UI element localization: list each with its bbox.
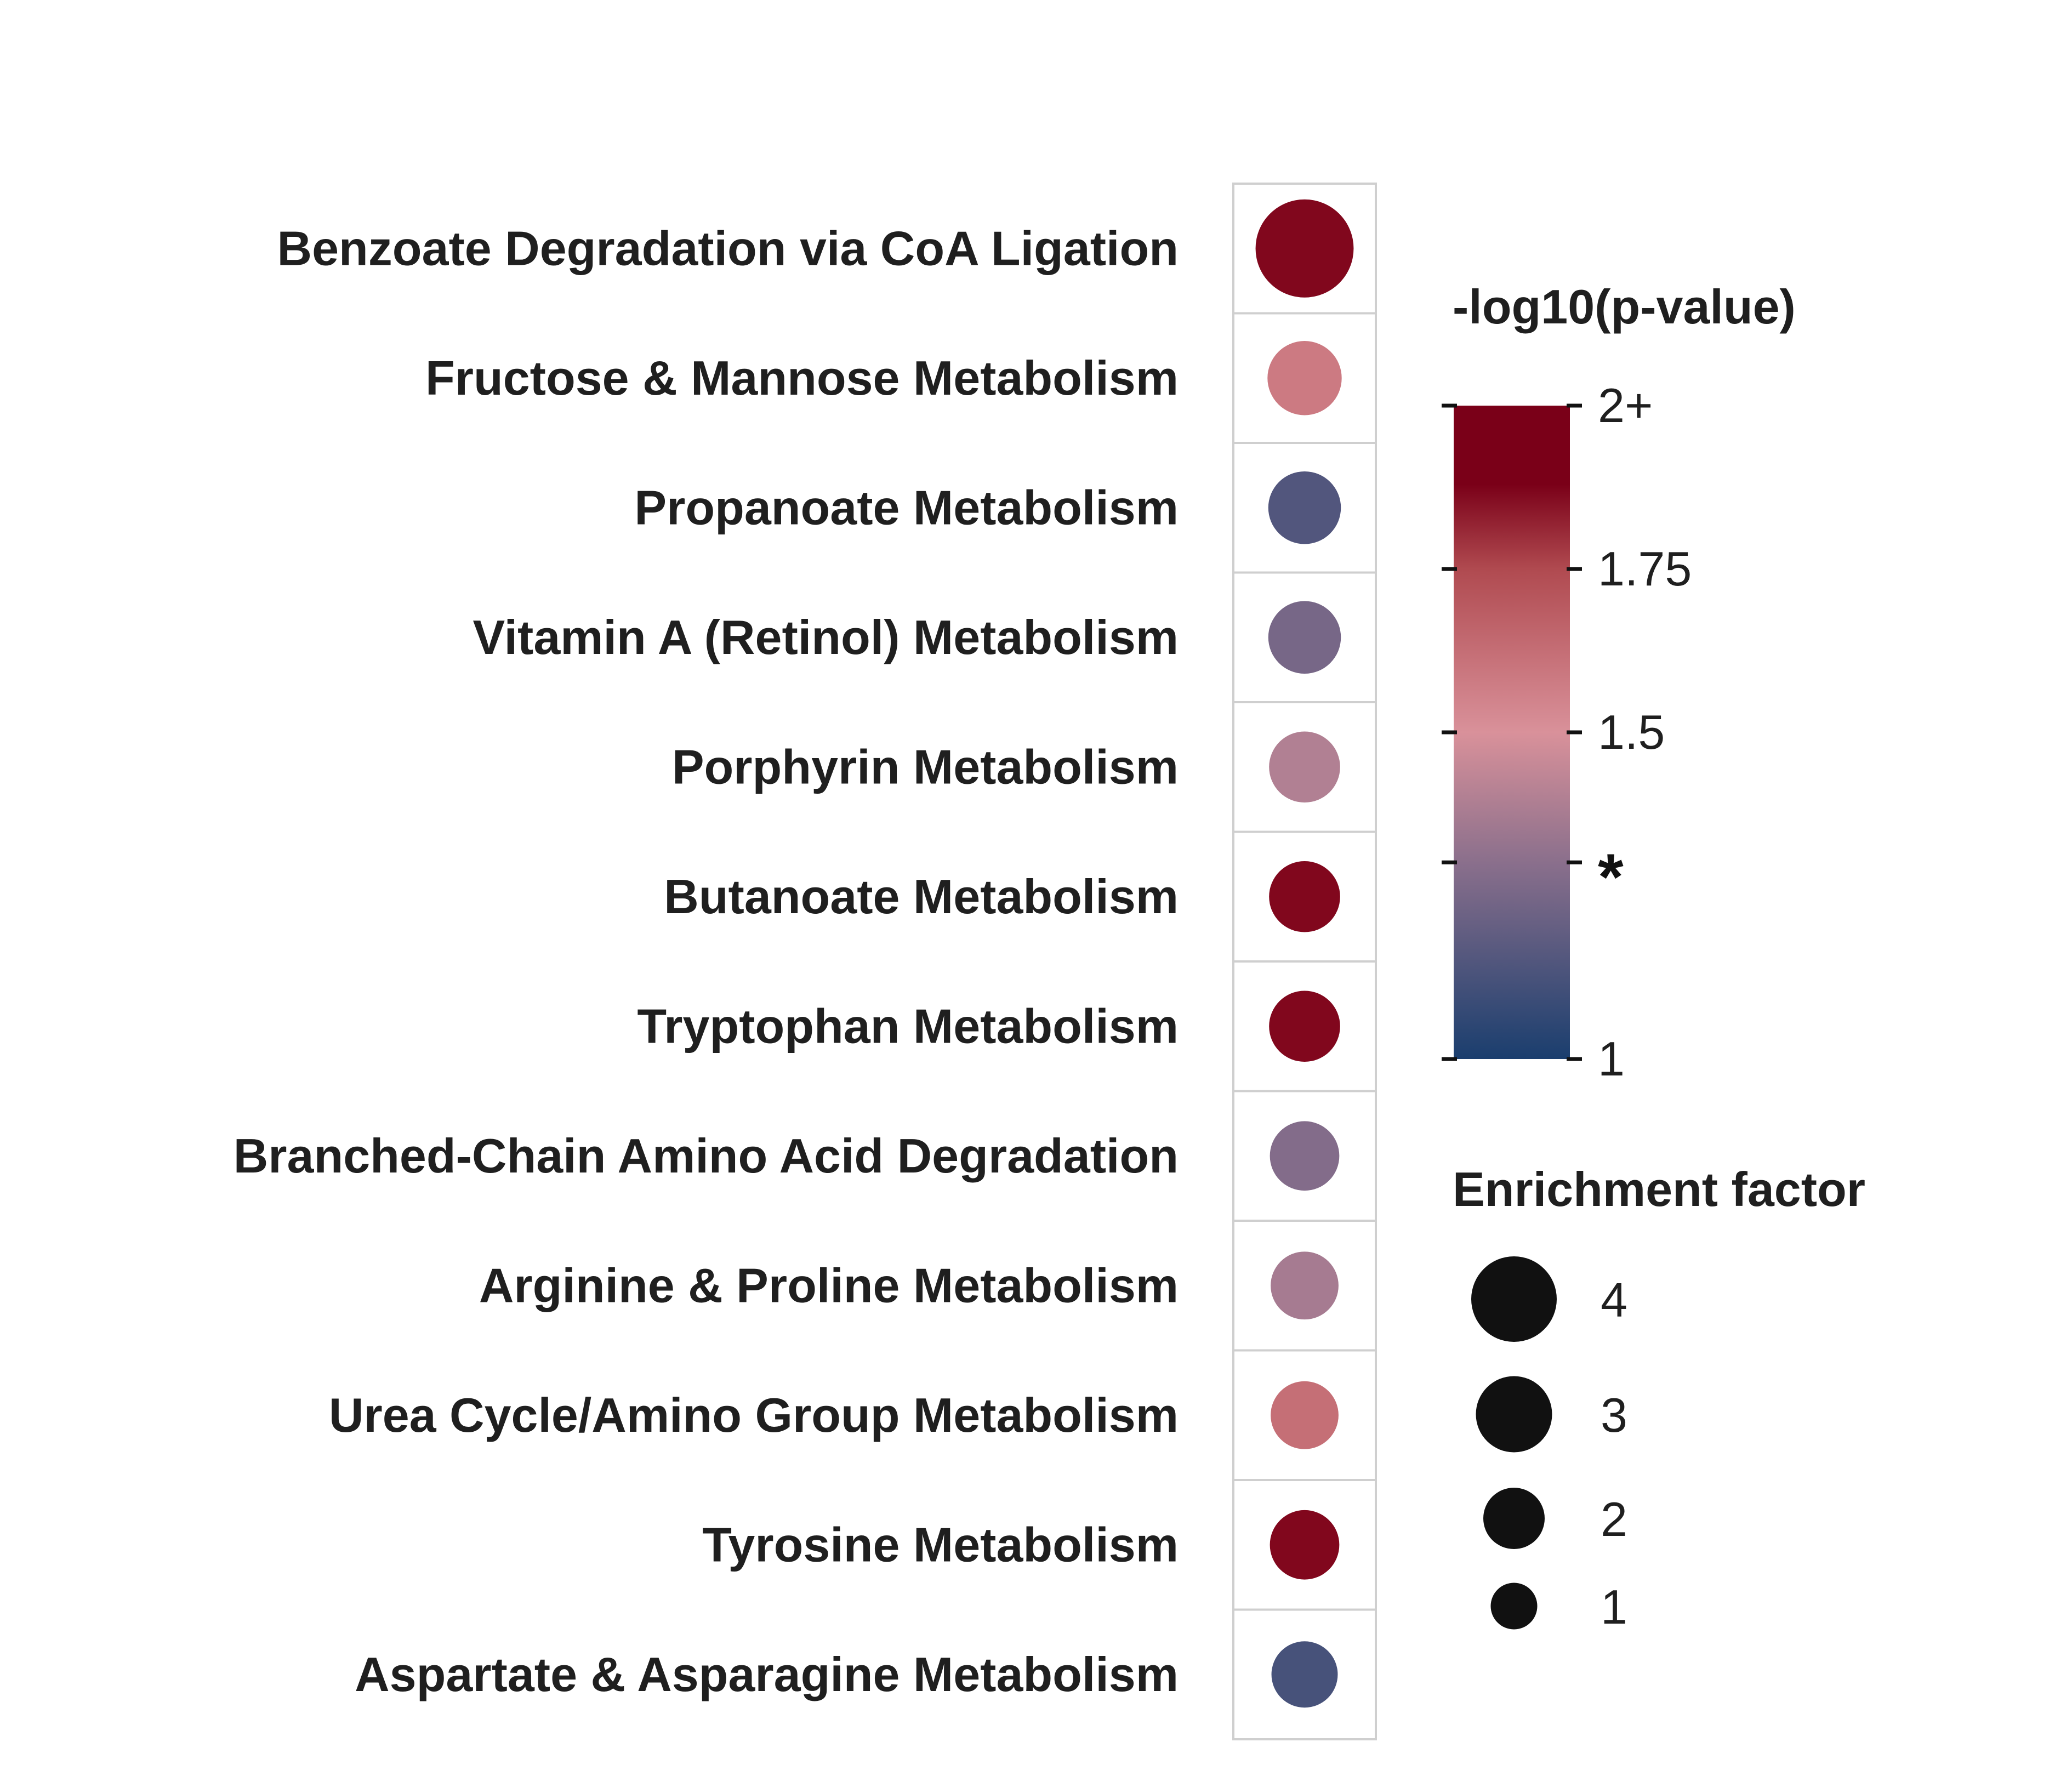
bubble (1270, 1510, 1340, 1580)
bubble (1255, 199, 1354, 298)
bubble (1269, 861, 1340, 932)
size-legend-circle (1490, 1583, 1538, 1630)
bubble (1270, 1121, 1340, 1191)
pathway-label: Tyrosine Metabolism (702, 1517, 1179, 1572)
color-bar-tick-label: 1.5 (1598, 705, 1665, 759)
size-legend-label: 2 (1601, 1492, 1627, 1546)
pathway-label: Porphyrin Metabolism (672, 739, 1179, 794)
size-legend-circle (1476, 1376, 1552, 1453)
color-bar-ticks: 2+ 1.75 1.5 * 1 (1442, 378, 1692, 1086)
bubble (1271, 1251, 1339, 1320)
color-bar-tick-label: * (1598, 840, 1624, 914)
size-legend-title: Enrichment factor (1453, 1162, 1865, 1216)
color-bar-tick-label: 1.75 (1598, 542, 1692, 596)
pathway-label: Aspartate & Asparagine Metabolism (355, 1647, 1179, 1701)
size-legend-circle (1471, 1256, 1557, 1342)
color-bar-tick-label: 2+ (1598, 378, 1653, 432)
size-legend-label: 1 (1601, 1580, 1627, 1634)
bubbles (1255, 199, 1354, 1708)
pathway-label: Fructose & Mannose Metabolism (425, 351, 1179, 405)
bubble (1268, 471, 1341, 544)
pathway-label: Arginine & Proline Metabolism (479, 1258, 1179, 1312)
color-bar (1454, 406, 1570, 1059)
pathway-label: Butanoate Metabolism (664, 869, 1179, 924)
size-legend: Enrichment factor 4 3 2 1 (1453, 1162, 1865, 1634)
pathway-label: Tryptophan Metabolism (637, 999, 1179, 1053)
pathway-label: Propanoate Metabolism (634, 480, 1179, 534)
pathway-label: Urea Cycle/Amino Group Metabolism (329, 1388, 1179, 1442)
pathway-labels: Benzoate Degradation via CoA Ligation Fru… (234, 221, 1179, 1701)
pathway-label: Branched-Chain Amino Acid Degradation (234, 1129, 1179, 1183)
bubble (1268, 601, 1341, 674)
size-legend-circle (1483, 1488, 1545, 1549)
bubble (1267, 341, 1342, 415)
color-bar-tick-label: 1 (1598, 1032, 1625, 1086)
color-legend-title: -log10(p-value) (1453, 280, 1796, 334)
bubble (1271, 1641, 1338, 1708)
pathway-label: Vitamin A (Retinol) Metabolism (473, 610, 1179, 664)
grid-cell (1232, 1090, 1377, 1222)
bubble (1269, 731, 1340, 803)
size-legend-label: 3 (1601, 1388, 1627, 1442)
grid (1232, 183, 1377, 1740)
size-legend-label: 4 (1601, 1273, 1627, 1327)
size-legend-items: 4 3 2 1 (1471, 1256, 1627, 1634)
bubble (1269, 991, 1340, 1062)
pathway-label: Benzoate Degradation via CoA Ligation (277, 221, 1179, 275)
color-legend: -log10(p-value) 2+ 1.75 1.5 * 1 (1442, 280, 1796, 1086)
bubble (1271, 1381, 1339, 1449)
